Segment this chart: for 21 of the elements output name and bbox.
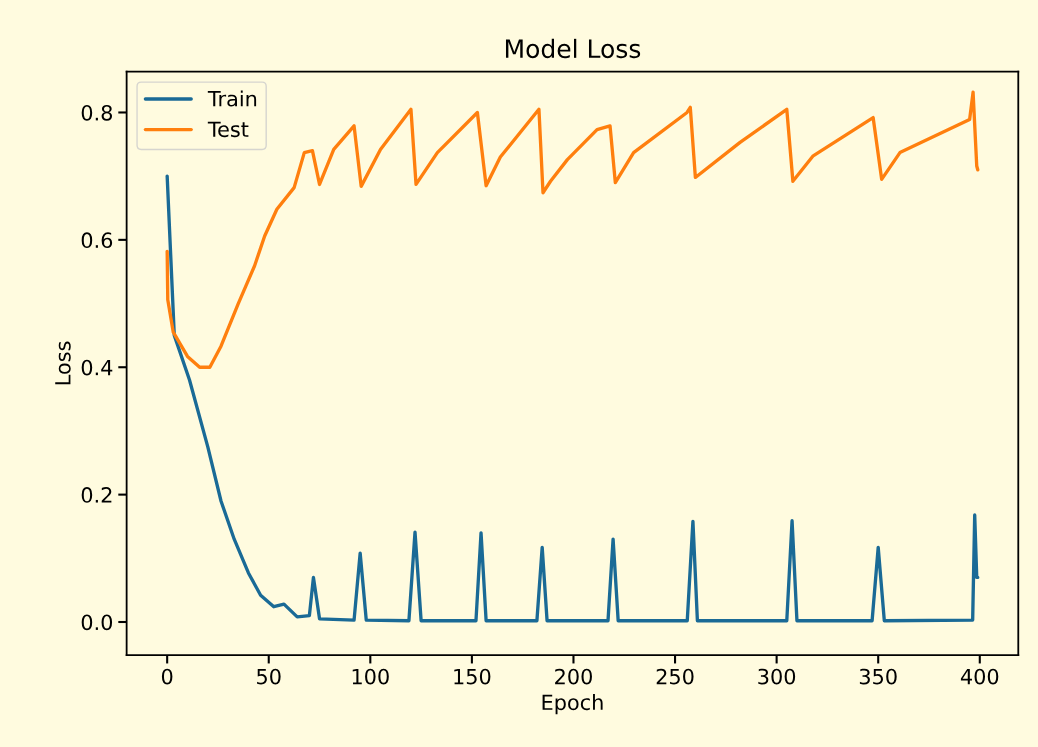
x-tick-label: 250 — [656, 668, 694, 685]
y-tick-label: 0.6 — [81, 232, 113, 249]
x-tick-label: 100 — [352, 668, 389, 685]
legend-label: Test — [207, 121, 249, 138]
line-series — [165, 174, 980, 623]
x-tick-label: 150 — [454, 668, 491, 685]
legend-label: Train — [207, 90, 257, 107]
x-axis-title: Epoch — [542, 694, 603, 715]
y-tick-label: 0.0 — [81, 614, 113, 631]
y-tick-label: 0.2 — [81, 487, 112, 503]
line-series — [165, 90, 980, 369]
x-tick-label: 300 — [758, 668, 796, 685]
chart-title: Model Loss — [505, 38, 641, 59]
x-tick-label: 400 — [960, 668, 999, 685]
y-axis-title: Loss — [55, 341, 71, 385]
x-tick-label: 0 — [161, 668, 173, 685]
y-tick-label: 0.8 — [81, 104, 113, 121]
x-tick-label: 50 — [257, 668, 281, 685]
y-tick-label: 0.4 — [81, 359, 113, 376]
x-tick-label: 350 — [859, 668, 897, 685]
x-tick-label: 200 — [555, 668, 592, 685]
